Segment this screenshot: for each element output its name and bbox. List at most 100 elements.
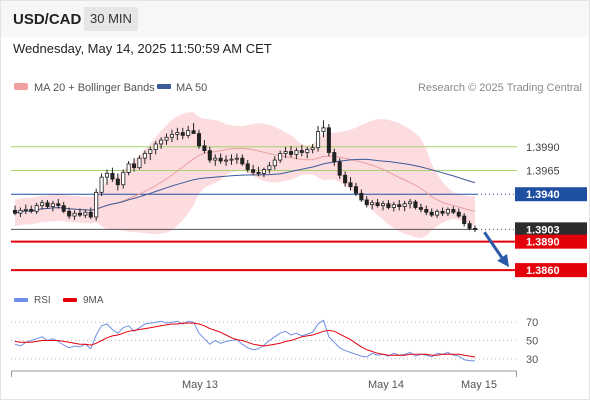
candle (56, 198, 61, 209)
candle (391, 201, 396, 212)
bollinger-bands (15, 112, 475, 239)
candle (305, 146, 310, 159)
candle-body (332, 152, 337, 163)
candle-body (440, 210, 445, 214)
candle (240, 154, 245, 166)
candle (380, 200, 386, 211)
candle (12, 205, 18, 216)
candle-body (472, 227, 478, 230)
candle (343, 171, 348, 187)
candle (153, 141, 158, 155)
candle (386, 199, 391, 210)
chart-header: USD/CAD 30 MIN (1, 1, 589, 37)
candle (148, 146, 153, 161)
candle (283, 146, 288, 159)
candle-body (104, 172, 110, 178)
candle-body (337, 161, 342, 176)
candle-body (316, 131, 321, 149)
candle-body (224, 159, 229, 162)
candle (34, 202, 39, 215)
candle (245, 160, 250, 173)
candle-body (40, 202, 45, 207)
candle (83, 209, 88, 218)
candle (456, 208, 461, 218)
candle-body (218, 157, 223, 162)
candle-body (61, 205, 66, 212)
candle (142, 150, 147, 164)
candle-body (12, 209, 18, 214)
ma50-legend-swatch (157, 84, 171, 89)
candle-body (408, 201, 413, 205)
candle-body (207, 150, 212, 161)
arrow-head (497, 253, 509, 268)
candle-body (348, 182, 353, 188)
candle-body (359, 192, 364, 201)
candle (218, 153, 223, 164)
candle (364, 196, 369, 208)
candle (467, 220, 472, 231)
x-axis: May 13 May 14 May 15 (11, 370, 517, 391)
candle-body (126, 163, 131, 173)
candle (186, 125, 191, 139)
candle (375, 198, 380, 208)
candle-body (56, 203, 61, 207)
candle-body (229, 158, 234, 161)
candle (229, 154, 234, 165)
level-label: 1.3860 (526, 265, 560, 277)
candle-body (234, 157, 239, 160)
level-label-box (515, 263, 587, 278)
level-label-box (515, 222, 587, 237)
candle-body (45, 202, 50, 207)
candle (408, 198, 413, 209)
candle-body (456, 211, 461, 217)
candle-body (391, 204, 396, 208)
rsi-ma-legend-swatch (63, 298, 77, 302)
candle (418, 203, 423, 213)
candle (472, 225, 478, 233)
rsi-panel: 70 50 30 (11, 317, 538, 366)
candle (462, 213, 467, 227)
candle (72, 210, 77, 220)
candle-body (256, 172, 261, 174)
candle (94, 188, 99, 221)
candle-body (353, 186, 358, 194)
level-label: 1.3965 (526, 166, 560, 178)
candle-body (159, 139, 164, 145)
candle-body (278, 153, 283, 161)
candle (234, 153, 239, 164)
x-tick-label: May 14 (368, 379, 404, 391)
x-tick-label: May 13 (182, 379, 218, 391)
candle (316, 125, 321, 152)
candle (397, 199, 402, 211)
candle (18, 207, 23, 217)
candle-body (169, 134, 174, 138)
candle (50, 200, 55, 212)
candle-body (132, 163, 137, 169)
candle (440, 207, 445, 217)
candle-body (370, 202, 375, 206)
candle-body (321, 127, 326, 133)
ma50-legend-label: MA 50 (176, 82, 207, 94)
candle-body (386, 203, 391, 208)
candle-body (435, 210, 440, 216)
candle (288, 145, 294, 158)
rsi-tick-label: 70 (526, 317, 538, 329)
candle-body (99, 176, 104, 193)
candle (299, 144, 304, 157)
candle (321, 120, 326, 138)
timeframe-button[interactable]: 30 MIN (84, 7, 138, 31)
candle-body (251, 169, 256, 173)
candle-body (164, 136, 169, 141)
level-label-box (515, 234, 587, 249)
candle (435, 209, 440, 218)
candle-body (429, 211, 434, 216)
moving-averages (14, 147, 476, 214)
candle (424, 205, 429, 216)
candle-body (240, 157, 245, 165)
candle (445, 207, 450, 217)
rsi-tick-label: 50 (526, 336, 538, 348)
candle-body (294, 150, 299, 155)
candle (175, 127, 180, 141)
candle (169, 129, 174, 143)
